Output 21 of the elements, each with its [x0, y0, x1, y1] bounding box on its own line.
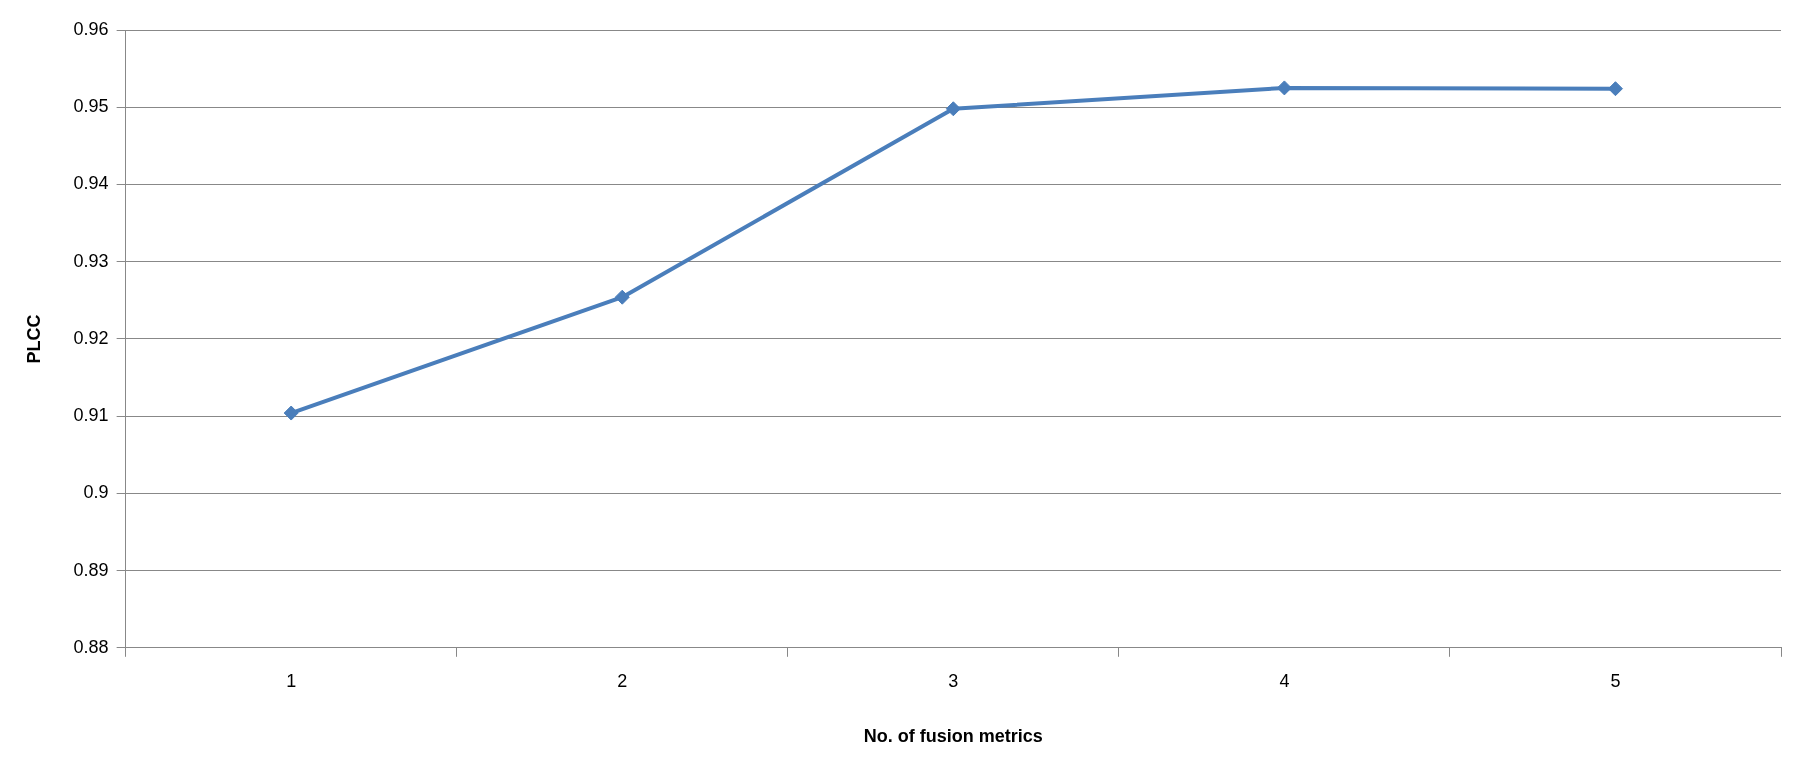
y-tick-label: 0.91 — [73, 405, 109, 426]
y-axis-title: PLCC — [23, 314, 44, 364]
point — [1276, 80, 1292, 96]
y-tick-label: 0.9 — [83, 482, 109, 503]
y-tick-label: 0.93 — [73, 250, 109, 271]
y-tick-label: 0.92 — [73, 327, 109, 348]
x-axis-title: No. of fusion metrics — [863, 726, 1043, 747]
x-tick-label: 5 — [1610, 670, 1621, 691]
x-tick-label: 3 — [948, 670, 959, 691]
y-tick-label: 0.95 — [73, 96, 109, 117]
y-tick-label: 0.96 — [73, 18, 109, 39]
y-tick-label: 0.94 — [73, 173, 109, 194]
point — [283, 405, 299, 421]
point — [1607, 81, 1623, 97]
x-tick-label: 4 — [1279, 670, 1290, 691]
point — [945, 101, 961, 117]
y-tick-label: 0.89 — [73, 559, 109, 580]
point — [614, 289, 630, 305]
x-tick-label: 1 — [286, 670, 297, 691]
x-tick-label: 2 — [617, 670, 628, 691]
y-tick-label: 0.88 — [73, 636, 109, 657]
